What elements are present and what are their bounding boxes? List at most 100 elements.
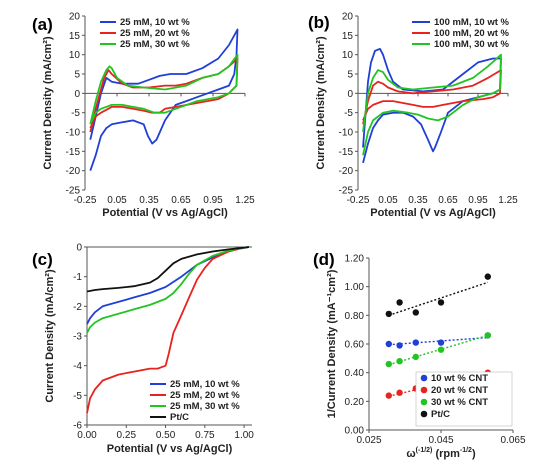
series-line [362, 48, 502, 164]
panel-label: (a) [32, 15, 53, 34]
y-tick-label: 1.20 [345, 254, 365, 265]
series-line [89, 53, 239, 125]
y-tick-label: -10 [66, 128, 81, 139]
x-tick-label: 0.35 [139, 195, 159, 206]
y-tick-label: 15 [342, 31, 354, 42]
y-tick-label: 5 [74, 70, 80, 81]
data-point [412, 353, 419, 361]
legend-swatch [420, 398, 428, 406]
x-axis-label-part: (rpm [432, 448, 460, 460]
legend-label: 25 mM, 10 wt % [170, 379, 240, 390]
x-tick-label: 0.35 [408, 195, 428, 206]
legend-label: 25 mM, 30 wt % [170, 401, 240, 412]
x-axis-label-part: (-1/2) [416, 447, 433, 454]
y-tick-label: -1 [73, 272, 82, 283]
panel-label: (c) [32, 250, 53, 269]
data-point [385, 340, 392, 348]
y-tick-label: -4 [73, 361, 82, 372]
y-axis-label: Current Density (mA/cm²) [44, 269, 56, 403]
legend: 100 mM, 10 wt %100 mM, 20 wt %100 mM, 30… [412, 17, 510, 50]
y-tick-label: 15 [69, 31, 81, 42]
y-tick-label: -25 [339, 186, 354, 197]
data-point [385, 392, 392, 399]
series-line [89, 28, 239, 171]
legend-swatch [420, 374, 428, 382]
y-tick-label: -5 [73, 391, 82, 402]
x-axis-label-part: ) [472, 448, 476, 460]
data-point [437, 299, 445, 306]
data-point [484, 273, 491, 280]
data-point [385, 360, 392, 368]
x-axis-label-part: ω [406, 448, 415, 460]
x-tick-label: 1.25 [235, 195, 255, 206]
y-tick-label: -15 [66, 147, 81, 158]
y-tick-label: 0.40 [345, 368, 365, 379]
legend-box [415, 371, 513, 427]
x-tick-label: 0.25 [117, 430, 137, 441]
series-line [86, 246, 250, 325]
data-point [396, 358, 403, 365]
x-axis-label: Potential (V vs Ag/AgCl) [102, 207, 228, 219]
panel-label: (d) [313, 250, 335, 269]
y-tick-label: 20 [69, 12, 81, 23]
data-point [412, 339, 419, 346]
data-point [484, 332, 491, 339]
x-tick-label: 0.025 [356, 435, 381, 446]
x-tick-label: 0.00 [77, 430, 97, 441]
y-tick-label: -3 [73, 332, 82, 343]
legend-label: 25 mM, 20 wt % [170, 390, 240, 401]
y-tick-label: -10 [339, 128, 354, 139]
y-tick-label: 10 [69, 50, 81, 61]
x-tick-label: 0.65 [438, 195, 458, 206]
y-axis-label: Current Density (mA/cm²) [315, 36, 327, 170]
fit-line [388, 334, 488, 366]
x-axis-label: ω(-1/2) (rpm-1/2) [406, 447, 476, 460]
y-tick-label: -2 [73, 302, 82, 313]
legend-label: Pt/C [431, 409, 450, 420]
x-tick-label: 1.00 [234, 430, 254, 441]
legend: 25 mM, 10 wt %25 mM, 20 wt %25 mM, 30 wt… [150, 379, 240, 423]
chart-panel: (d) 0.00 0.20 0.40 0.60 0.80 1.00 1.20 0.025 0.04… [313, 250, 526, 460]
chart-panel: (c) -6 -5 -4 -3 -2 -1 0 0.00 0.25 0.50 0.75 1.00Pote… [32, 243, 254, 456]
x-tick-label: 0.065 [500, 435, 525, 446]
legend-label: 100 mM, 10 wt % [434, 17, 510, 28]
data-point [396, 299, 403, 306]
data-point [437, 339, 445, 346]
legend-label: 25 mM, 30 wt % [120, 39, 190, 50]
data-point [412, 309, 419, 316]
x-tick-label: 0.05 [378, 195, 398, 206]
y-axis-label: 1/Current Density (mA⁻¹cm²) [326, 269, 338, 418]
panel-label: (b) [308, 13, 330, 32]
x-axis-label: Potential (V vs Ag/AgCl) [107, 443, 233, 455]
x-tick-label: 0.75 [195, 430, 215, 441]
chart-panel: (a) -25 -20 -15 -10 -5 0 5 10 15 20 -0.25 0.05 0.35 0.… [32, 12, 255, 220]
y-tick-label: 10 [342, 50, 354, 61]
series-line [86, 246, 250, 414]
data-point [396, 389, 403, 396]
y-tick-label: -15 [339, 147, 354, 158]
legend-swatch [420, 386, 428, 394]
legend-swatch [420, 410, 428, 418]
y-tick-label: -20 [339, 166, 354, 177]
legend-label: 100 mM, 30 wt % [434, 39, 510, 50]
legend: 25 mM, 10 wt %25 mM, 20 wt %25 mM, 30 wt… [100, 17, 190, 50]
legend-label: 30 wt % CNT [431, 397, 488, 408]
chart-panel: (b) -25 -20 -15 -10 -5 0 5 10 15 20 -0.25 0.05 0.35 0.… [308, 12, 518, 220]
y-tick-label: 20 [342, 12, 354, 23]
x-tick-label: -0.25 [74, 195, 97, 206]
x-tick-label: 0.05 [107, 195, 127, 206]
y-tick-label: 5 [347, 70, 353, 81]
series-line [362, 69, 502, 125]
legend-label: 25 mM, 10 wt % [120, 17, 190, 28]
series-line [86, 246, 250, 293]
x-tick-label: 0.95 [468, 195, 488, 206]
legend-label: 20 wt % CNT [431, 385, 488, 396]
y-tick-label: 0.80 [345, 311, 365, 322]
y-tick-label: 0.60 [345, 340, 365, 351]
y-tick-label: 0.20 [345, 397, 365, 408]
x-axis-label-part: -1/2 [460, 447, 472, 454]
y-tick-label: 0 [74, 89, 80, 100]
fit-line [388, 281, 489, 316]
